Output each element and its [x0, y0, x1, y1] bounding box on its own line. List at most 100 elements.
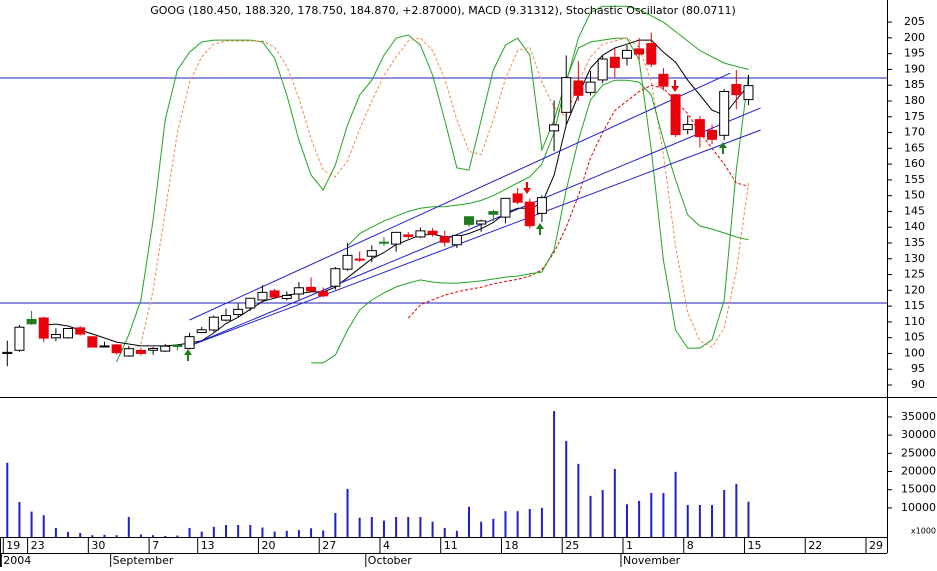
buy-arrow — [536, 223, 544, 235]
month-label: 2004 — [3, 554, 31, 567]
y-tick-label: 95 — [911, 362, 925, 375]
volume-bar — [103, 534, 106, 537]
candle-body — [172, 344, 183, 347]
y-tick-label: 150 — [904, 189, 925, 202]
volume-bar — [698, 504, 701, 537]
candle-body — [75, 327, 86, 335]
x-tick-label: 22 — [808, 539, 822, 552]
volume-bar — [273, 531, 276, 537]
chart-title: GOOG (180.450, 188.320, 178.750, 184.870… — [150, 4, 736, 17]
volume-bar — [468, 506, 471, 537]
candle-body — [488, 211, 499, 215]
volume-bar — [18, 502, 21, 537]
volume-bar — [528, 508, 531, 537]
candle-body — [50, 334, 61, 339]
candle-body — [439, 236, 450, 243]
x-tick-label: 11 — [444, 539, 458, 552]
candle-body — [221, 315, 232, 321]
y-tick-label: 130 — [904, 252, 925, 265]
x-tick-label: 25 — [565, 539, 579, 552]
x-tick-label: 15 — [747, 539, 761, 552]
candle-body — [2, 351, 13, 354]
volume-bar — [249, 524, 252, 537]
volume-bar — [346, 488, 349, 537]
volume-bar — [127, 516, 130, 537]
candle-body — [378, 241, 389, 244]
volume-bar — [553, 411, 556, 537]
volume-bar — [370, 516, 373, 537]
overlay-line — [347, 5, 749, 247]
candle-body — [707, 129, 718, 140]
candle-body — [38, 317, 49, 339]
candle-body — [26, 319, 37, 325]
candle-body — [366, 250, 377, 257]
volume-bar — [480, 521, 483, 537]
candle-body — [500, 197, 511, 218]
volume-tick-label: 30000 — [901, 428, 936, 441]
trendline — [189, 72, 731, 321]
y-tick-label: 110 — [904, 315, 925, 328]
candle-body — [476, 220, 487, 225]
candle-body — [609, 56, 620, 68]
volume-bar — [407, 516, 410, 537]
candle-body — [148, 347, 159, 351]
y-tick-label: 105 — [904, 331, 925, 344]
volume-bar — [650, 492, 653, 537]
y-tick-label: 145 — [904, 204, 925, 217]
candle-body — [621, 49, 632, 59]
candle-body — [512, 193, 523, 203]
y-tick-label: 165 — [904, 141, 925, 154]
volume-bar — [212, 526, 215, 537]
volume-unit: x1000 — [911, 527, 936, 536]
y-tick-label: 200 — [904, 31, 925, 44]
volume-bar — [164, 535, 167, 537]
candle-body — [318, 291, 329, 297]
volume-bar — [285, 530, 288, 537]
x-tick-label: 29 — [869, 539, 883, 552]
volume-pane — [6, 411, 750, 537]
candle-body — [293, 287, 304, 295]
overlay-line — [128, 37, 749, 354]
candle-body — [597, 58, 608, 81]
candle-body — [123, 348, 134, 357]
volume-bar — [91, 535, 94, 537]
candle-body — [427, 230, 438, 235]
candle-body — [694, 119, 705, 138]
volume-bar — [382, 520, 385, 537]
axes: 9095100105110115120125130135140145150155… — [0, 15, 936, 567]
volume-bar — [419, 516, 422, 537]
candle-body — [14, 326, 25, 351]
volume-bar — [504, 511, 507, 537]
volume-bar — [443, 527, 446, 537]
x-tick-label: 13 — [201, 539, 215, 552]
sell-arrow — [671, 80, 679, 92]
volume-bar — [152, 535, 155, 537]
volume-bar — [577, 463, 580, 537]
month-label: November — [623, 554, 681, 567]
volume-bar — [711, 504, 714, 537]
volume-bar — [455, 530, 458, 537]
candle-body — [549, 124, 560, 132]
candle-body — [281, 294, 292, 300]
volume-bar — [297, 530, 300, 537]
candle-body — [682, 123, 693, 131]
volume-bar — [516, 511, 519, 537]
month-label: October — [368, 554, 412, 567]
month-label: September — [113, 554, 174, 567]
trendline — [189, 107, 761, 347]
candle-body — [245, 297, 256, 309]
candle-body — [524, 201, 535, 227]
x-tick-label: 7 — [152, 539, 159, 552]
candle-body — [391, 231, 402, 245]
overlay-line — [311, 79, 749, 364]
volume-bar — [188, 527, 191, 537]
candle-body — [670, 94, 681, 136]
volume-bar — [42, 515, 45, 537]
candle-body — [464, 216, 475, 225]
y-tick-label: 120 — [904, 283, 925, 296]
volume-bar — [54, 527, 57, 537]
volume-bar — [589, 495, 592, 537]
candle-body — [573, 80, 584, 96]
y-tick-label: 190 — [904, 62, 925, 75]
